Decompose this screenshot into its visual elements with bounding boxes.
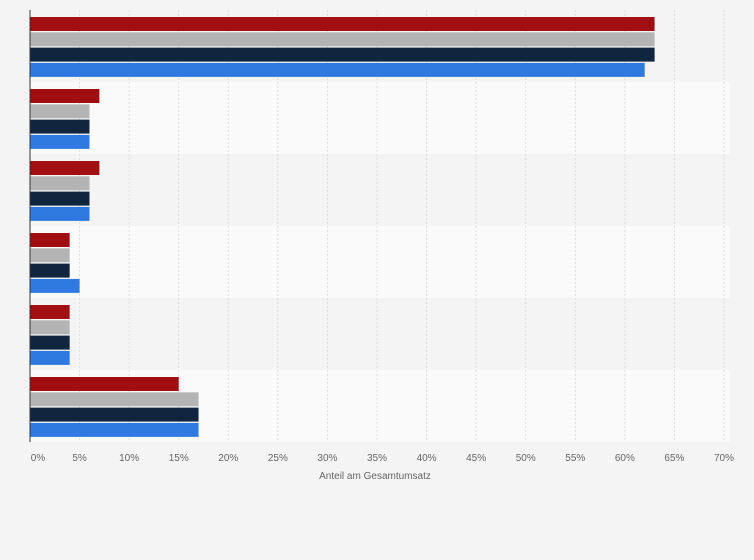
category-band-4 bbox=[30, 298, 730, 370]
gridlines bbox=[79, 10, 725, 442]
x-tick-label: 55% bbox=[565, 453, 585, 464]
bar-cat0-series1 bbox=[30, 32, 655, 47]
x-tick-label: 40% bbox=[417, 453, 437, 464]
x-tick-label: 60% bbox=[615, 453, 635, 464]
x-tick-label: 10% bbox=[119, 453, 139, 464]
category-band-3 bbox=[30, 226, 730, 298]
bar-cat4-series0 bbox=[30, 305, 70, 319]
x-tick-label: 45% bbox=[466, 453, 486, 464]
bar-cat0-series3 bbox=[30, 62, 645, 77]
x-tick-label: 5% bbox=[72, 453, 87, 464]
bar-cat5-series0 bbox=[30, 377, 179, 391]
bar-cat4-series2 bbox=[30, 335, 70, 350]
x-tick-label: 65% bbox=[664, 453, 684, 464]
bar-cat1-series2 bbox=[30, 119, 90, 134]
bar-cat3-series1 bbox=[30, 248, 70, 263]
category-band-1 bbox=[30, 82, 730, 154]
bar-cat2-series0 bbox=[30, 161, 100, 175]
bar-cat2-series1 bbox=[30, 176, 90, 191]
bar-cat3-series0 bbox=[30, 233, 70, 247]
x-tick-label: 20% bbox=[218, 453, 238, 464]
x-tick-label: 35% bbox=[367, 453, 387, 464]
bar-cat5-series3 bbox=[30, 422, 199, 437]
x-tick-label: 0% bbox=[31, 453, 46, 464]
bar-cat1-series3 bbox=[30, 134, 90, 149]
bar-cat3-series2 bbox=[30, 263, 70, 278]
x-tick-labels: 0% 5% 10% 15% 20% 25% 30% 35% 40% 45% 50% 55% 60% 65%… bbox=[31, 453, 734, 464]
bar-cat3-series3 bbox=[30, 278, 80, 293]
x-tick-label: 70% bbox=[714, 453, 734, 464]
x-tick-label: 15% bbox=[169, 453, 189, 464]
bar-cat4-series1 bbox=[30, 320, 70, 335]
x-tick-label: 25% bbox=[268, 453, 288, 464]
x-tick-label: 50% bbox=[516, 453, 536, 464]
bar-cat5-series1 bbox=[30, 392, 199, 407]
bar-cat0-series0 bbox=[30, 17, 655, 31]
bar-cat1-series0 bbox=[30, 89, 100, 103]
x-tick-label: 30% bbox=[317, 453, 337, 464]
bar-cat2-series3 bbox=[30, 206, 90, 221]
bar-cat2-series2 bbox=[30, 191, 90, 206]
bar-cat4-series3 bbox=[30, 350, 70, 365]
bar-cat5-series2 bbox=[30, 407, 199, 422]
bars bbox=[30, 17, 655, 437]
bar-cat0-series2 bbox=[30, 47, 655, 62]
x-axis-title: Anteil am Gesamtumsatz bbox=[319, 471, 431, 482]
category-bands bbox=[30, 10, 730, 442]
category-band-2 bbox=[30, 154, 730, 226]
bar-cat1-series1 bbox=[30, 104, 90, 119]
